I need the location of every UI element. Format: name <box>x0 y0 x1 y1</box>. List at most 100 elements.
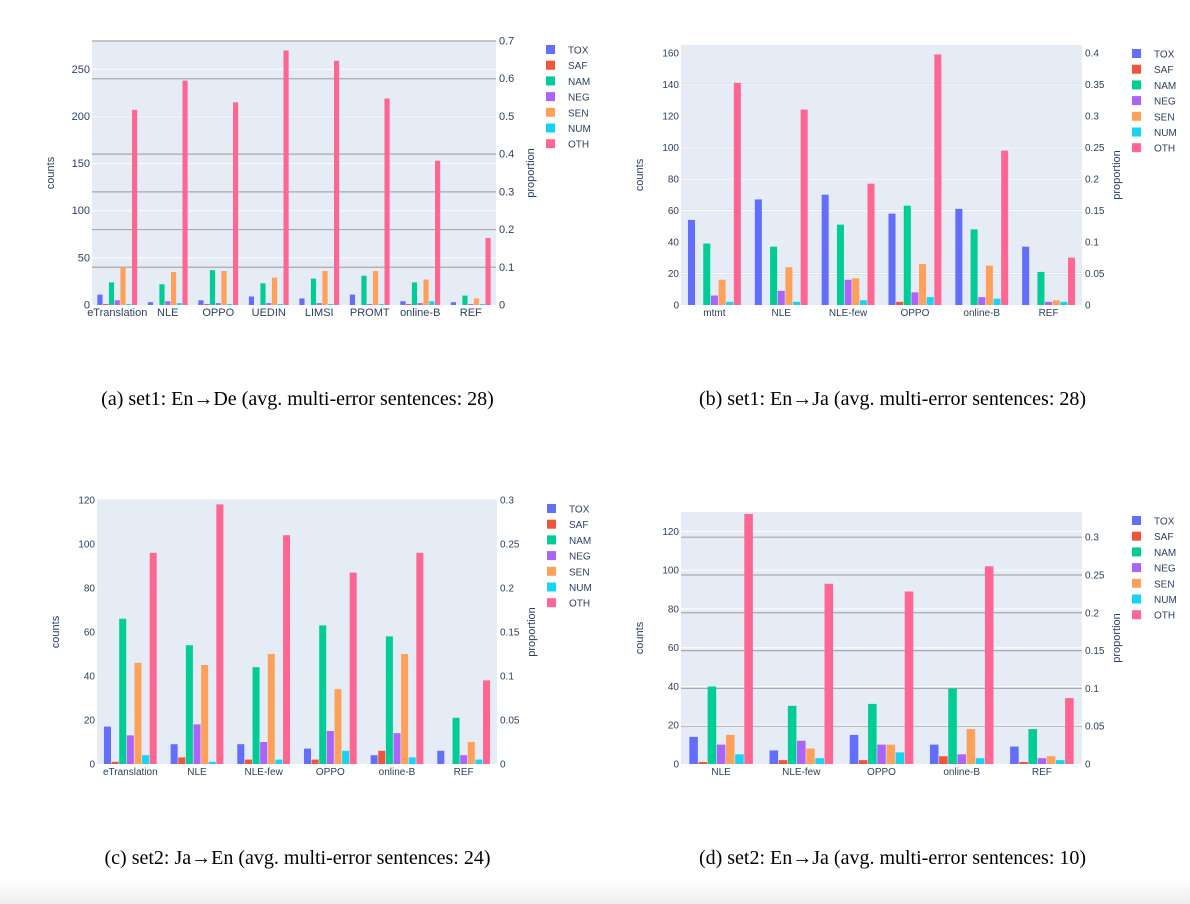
bar-saf <box>244 759 252 764</box>
bar-oth <box>283 535 291 764</box>
bar-num <box>1055 760 1065 764</box>
bar-saf <box>778 760 788 764</box>
y-tick-label: 100 <box>72 205 90 217</box>
bar-oth <box>333 60 340 305</box>
bar-sen <box>718 279 726 305</box>
legend-label: NEG <box>569 552 591 563</box>
legend-swatch-nam <box>1132 80 1141 90</box>
bar-sen <box>919 264 927 305</box>
bar-sen <box>401 654 409 764</box>
legend-swatch-neg <box>1132 563 1141 573</box>
bar-nam <box>185 645 193 764</box>
bar-oth <box>349 572 357 764</box>
y-tick-label: 150 <box>72 158 90 170</box>
y-tick-label: 0 <box>673 301 679 312</box>
bar-tox <box>248 296 255 305</box>
bar-sen <box>334 689 342 764</box>
legend-label: SAF <box>1154 65 1173 76</box>
bar-neg <box>797 740 806 764</box>
y2-tick-label: 0 <box>500 760 506 771</box>
y2-tick-label: 0.2 <box>499 224 514 236</box>
bar-num <box>328 304 334 305</box>
bar-neg <box>367 304 373 305</box>
bar-sen <box>473 298 480 305</box>
bar-saf <box>204 304 210 305</box>
bar-sen <box>120 267 126 305</box>
bar-sen <box>467 742 475 764</box>
bar-nam <box>948 688 957 764</box>
bar-num <box>859 300 867 305</box>
y2-tick-label: 0.1 <box>1085 237 1099 248</box>
y2-tick-label: 0 <box>1085 760 1091 771</box>
bar-num <box>895 752 905 764</box>
legend-swatch-sen <box>547 566 556 576</box>
bar-oth <box>934 54 942 305</box>
bar-sen <box>423 279 429 305</box>
x-tick-label: NLE-few <box>782 767 821 778</box>
bar-neg <box>165 301 171 305</box>
bar-oth <box>384 98 390 305</box>
bar-oth <box>283 50 289 305</box>
y-tick-label: 100 <box>78 540 95 551</box>
bar-nam <box>209 270 216 305</box>
y-tick-label: 250 <box>72 64 90 76</box>
bar-num <box>735 754 744 764</box>
y2-tick-label: 0.05 <box>1085 269 1105 280</box>
bar-sen <box>134 662 142 764</box>
legend-swatch-num <box>1132 127 1141 137</box>
bar-oth <box>1065 698 1074 764</box>
y-tick-label: 20 <box>668 721 680 732</box>
legend-swatch-oth <box>546 139 555 149</box>
x-tick-label: NLE <box>711 767 731 778</box>
bar-sen <box>201 665 209 764</box>
y2-tick-label: 0.15 <box>500 628 520 639</box>
legend-label: NEG <box>1154 564 1176 575</box>
bar-chart-d: NLE NLE-few OPPO online-B REF 0 20 40 60 80 100 120… <box>634 512 1177 778</box>
bar-tox <box>170 744 178 764</box>
bar-nam <box>970 229 978 305</box>
caption-d: (d) set2: En→Ja (avg. multi-error senten… <box>698 847 1087 869</box>
bar-neg <box>393 733 401 764</box>
bar-sen <box>1046 756 1056 764</box>
bar-tox <box>198 300 204 305</box>
bar-nam <box>903 205 911 305</box>
y-axis-title: counts <box>45 156 57 189</box>
y-tick-label: 100 <box>662 566 679 577</box>
bar-oth <box>984 566 994 764</box>
bar-nam <box>319 625 327 764</box>
legend-swatch-oth <box>547 598 556 608</box>
caption-b: (b) set1: En→Ja (avg. multi-error senten… <box>698 388 1087 410</box>
bar-num <box>1060 301 1068 305</box>
bar-oth <box>824 583 834 764</box>
bar-sen <box>1052 300 1060 305</box>
legend-swatch-tox <box>547 504 556 513</box>
caption-a: (a) set1: En→De (avg. multi-error senten… <box>101 388 494 410</box>
x-tick-label: REF <box>1039 308 1059 319</box>
bar-tox <box>1022 246 1030 305</box>
bar-saf <box>103 304 109 305</box>
y2-tick-label: 0.25 <box>1085 143 1105 154</box>
bar-sen <box>372 271 379 305</box>
y-tick-label: 60 <box>668 206 680 217</box>
legend-swatch-neg <box>1132 96 1141 106</box>
bar-neg <box>126 735 134 764</box>
bottom-edge <box>0 878 1190 904</box>
bar-neg <box>460 755 468 764</box>
y-tick-label: 140 <box>662 80 679 91</box>
y-tick-label: 100 <box>662 143 679 154</box>
y-tick-label: 20 <box>668 269 680 280</box>
y2-tick-label: 0.1 <box>500 672 514 683</box>
bar-tox <box>929 744 939 764</box>
bar-saf <box>406 304 412 305</box>
bar-tox <box>754 199 762 305</box>
y-tick-label: 120 <box>78 496 95 507</box>
y-tick-label: 40 <box>84 672 96 683</box>
bar-saf <box>939 756 948 764</box>
legend-label: SEN <box>568 108 589 119</box>
bar-sen <box>322 271 328 305</box>
bar-neg <box>957 754 966 764</box>
bar-nam <box>462 295 468 305</box>
bar-oth <box>416 552 424 764</box>
legend-label: TOX <box>569 505 590 516</box>
y-axis-title: counts <box>634 621 646 654</box>
